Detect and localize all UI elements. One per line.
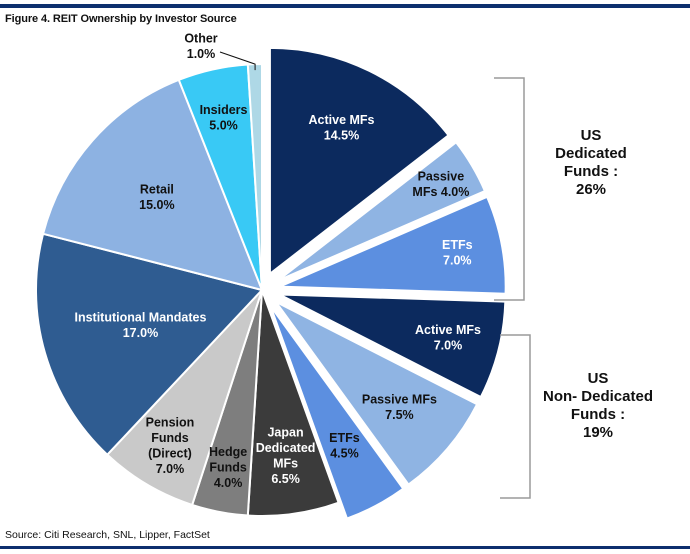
slice-label: Institutional Mandates 17.0% bbox=[74, 311, 206, 341]
group-bracket bbox=[494, 77, 525, 301]
slice-label: ETFs 4.5% bbox=[329, 431, 360, 461]
pie-slice bbox=[274, 300, 479, 486]
slice-label: Other 1.0% bbox=[184, 31, 217, 61]
pie-slice bbox=[41, 78, 264, 292]
pie-slice bbox=[35, 232, 264, 457]
slice-label: ETFs 7.0% bbox=[442, 238, 473, 268]
slice-label: Passive MFs 7.5% bbox=[362, 393, 437, 423]
group-bracket bbox=[500, 334, 531, 499]
slice-label: Retail 15.0% bbox=[139, 183, 174, 213]
leader-line bbox=[219, 51, 256, 71]
slice-label: Hedge Funds 4.0% bbox=[209, 445, 247, 490]
pie-slice bbox=[278, 293, 507, 399]
slice-label: Insiders 5.0% bbox=[200, 103, 248, 133]
figure-title: Figure 4. REIT Ownership by Investor Sou… bbox=[5, 13, 237, 25]
group-label: US Dedicated Funds :26% bbox=[555, 127, 627, 198]
slice-label: Japan Dedicated MFs 6.5% bbox=[256, 425, 316, 486]
bottom-rule bbox=[0, 546, 690, 549]
top-rule bbox=[0, 4, 690, 8]
slice-label: Active MFs 14.5% bbox=[309, 113, 375, 142]
slice-label: Pension Funds (Direct) 7.0% bbox=[146, 415, 195, 476]
group-label: US Non- Dedicated Funds :19% bbox=[543, 370, 653, 441]
slice-label: Passive MFs 4.0% bbox=[412, 169, 469, 199]
pie-slice bbox=[269, 305, 405, 520]
source-note: Source: Citi Research, SNL, Lipper, Fact… bbox=[5, 529, 210, 541]
pie-slice bbox=[279, 195, 507, 295]
pie-slice bbox=[268, 46, 450, 276]
slice-label: Active MFs 7.0% bbox=[415, 323, 481, 353]
pie-slice bbox=[276, 140, 487, 282]
